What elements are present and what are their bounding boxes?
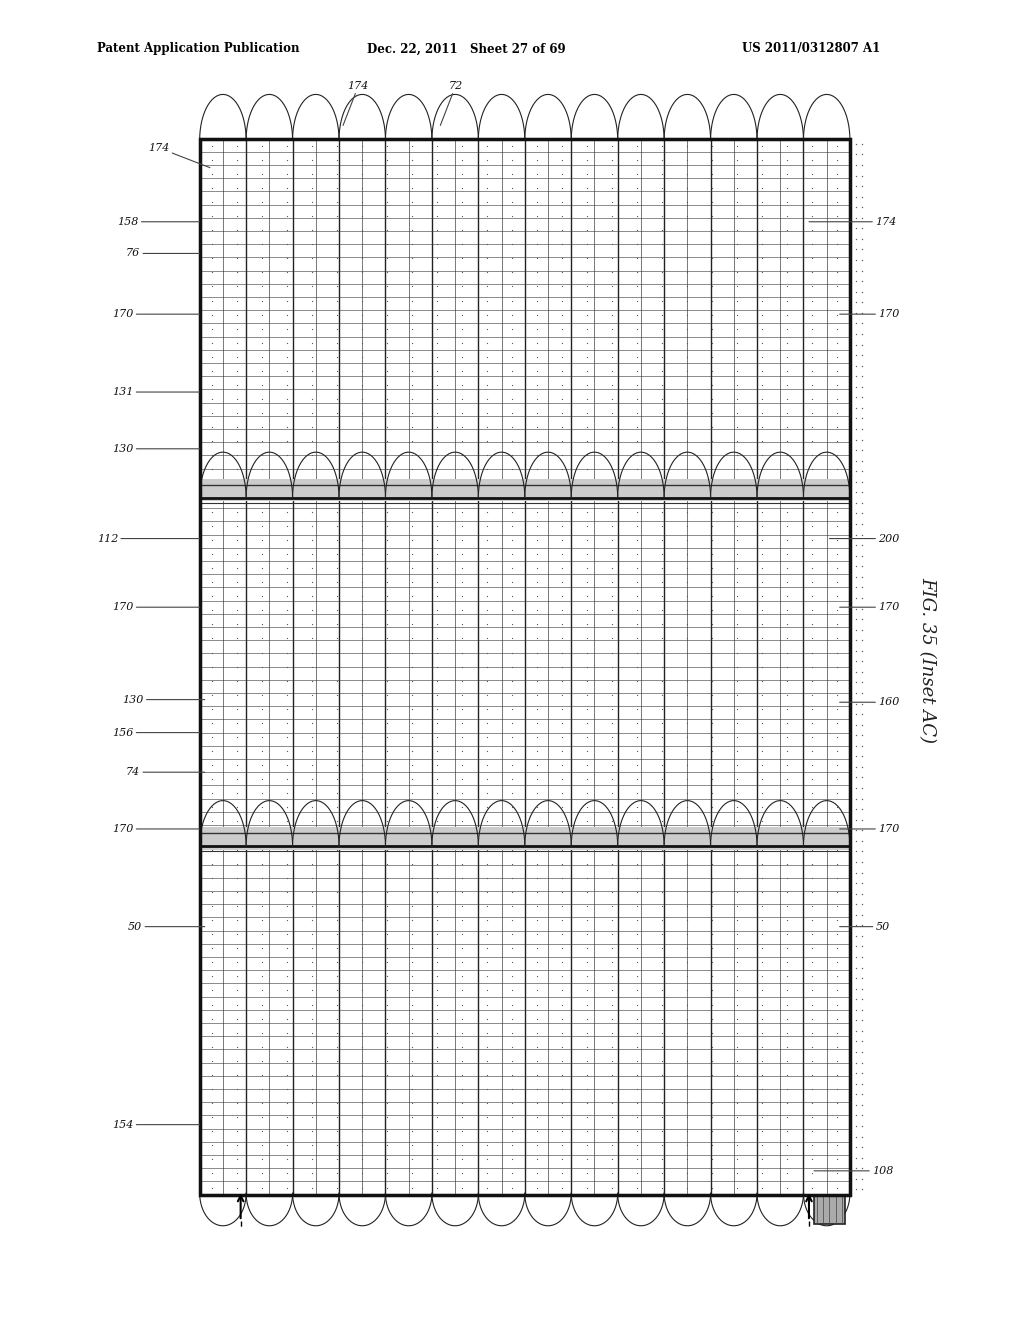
Text: 72: 72 (440, 81, 463, 125)
Bar (200, 828, 850, 850)
Text: 174: 174 (809, 216, 896, 227)
Bar (200, 139, 850, 1195)
Text: 160: 160 (840, 697, 899, 708)
Text: 131: 131 (113, 387, 200, 397)
Text: Dec. 22, 2011   Sheet 27 of 69: Dec. 22, 2011 Sheet 27 of 69 (367, 42, 565, 55)
Text: 200: 200 (829, 533, 899, 544)
Text: 112: 112 (97, 533, 200, 544)
Bar (200, 479, 850, 502)
Text: 170: 170 (840, 824, 899, 834)
Text: 170: 170 (113, 602, 200, 612)
Text: 130: 130 (113, 444, 200, 454)
Text: 130: 130 (123, 694, 205, 705)
Text: 170: 170 (113, 824, 200, 834)
Text: 158: 158 (118, 216, 200, 227)
Text: 170: 170 (840, 602, 899, 612)
Text: 170: 170 (113, 309, 200, 319)
Bar (200, 139, 850, 1195)
Text: 170: 170 (840, 309, 899, 319)
Text: US 2011/0312807 A1: US 2011/0312807 A1 (742, 42, 881, 55)
Text: 156: 156 (113, 727, 200, 738)
Text: 50: 50 (840, 921, 890, 932)
Text: 74: 74 (126, 767, 205, 777)
Text: 174: 174 (148, 143, 210, 168)
Text: 76: 76 (126, 248, 200, 259)
Text: FIG. 35 (Inset AC): FIG. 35 (Inset AC) (918, 577, 936, 743)
Text: Patent Application Publication: Patent Application Publication (97, 42, 300, 55)
Text: 50: 50 (128, 921, 205, 932)
Bar (814, 1195, 845, 1224)
Text: 174: 174 (343, 81, 369, 125)
Text: 154: 154 (113, 1119, 200, 1130)
Text: 108: 108 (814, 1166, 893, 1176)
